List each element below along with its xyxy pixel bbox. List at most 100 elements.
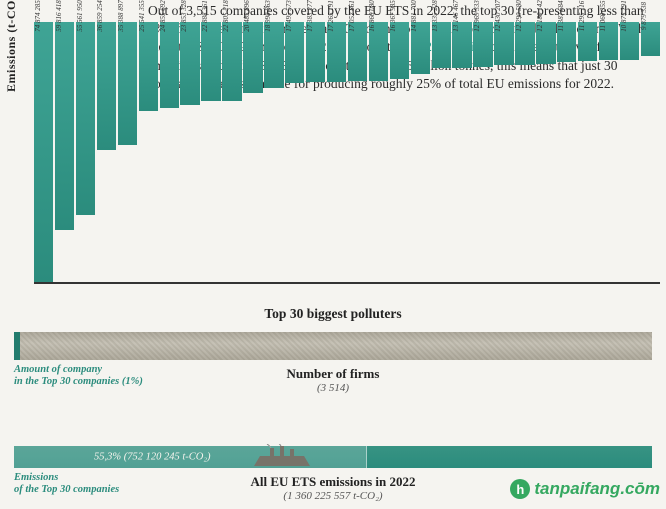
- bar-value: 13 146 467: [452, 0, 460, 32]
- bar-col-6: 24 855 692: [160, 22, 179, 282]
- bar: 35 388 897: [118, 22, 137, 145]
- bar-value: 16 367 985: [389, 0, 397, 32]
- bar: 24 855 692: [160, 22, 179, 108]
- bar-value: 22 805 218: [222, 0, 230, 32]
- bar-col-18: 14 881 700: [411, 22, 430, 282]
- firms-band: [14, 332, 652, 360]
- bar-value: 36 859 254: [96, 0, 104, 32]
- bar-value: 16 860 080: [368, 0, 376, 32]
- bar: 16 367 985: [390, 22, 409, 79]
- bar-value: 10 875 291: [620, 0, 628, 32]
- bar: 17 495 573: [285, 22, 304, 83]
- emissions-pct-label: 55,3% (752 120 245 t-CO₂): [94, 452, 211, 463]
- bar: 22 888 361: [201, 22, 220, 101]
- bar: 12 430 207: [494, 22, 513, 65]
- bar-value: 12 430 207: [494, 0, 502, 32]
- bar-value: 23 853 328: [180, 0, 188, 32]
- bar-col-2: 55 561 950: [76, 22, 95, 282]
- bar-col-26: 11 295 116: [578, 22, 597, 282]
- bar: 11 295 116: [578, 22, 597, 61]
- bar-chart-area: 74 874 28559 816 41855 561 95036 859 254…: [34, 22, 660, 284]
- bar-col-3: 36 859 254: [97, 22, 116, 282]
- bar-col-11: 18 998 863: [264, 22, 283, 282]
- bar: 23 853 328: [180, 22, 199, 105]
- bar: 36 859 254: [97, 22, 116, 150]
- bar-col-20: 13 146 467: [452, 22, 471, 282]
- bar-value: 11 060 355: [599, 1, 607, 32]
- bar-value: 20 485 896: [243, 0, 251, 32]
- bar: 9 879 338: [641, 22, 660, 56]
- bar-col-9: 22 805 218: [222, 22, 241, 282]
- bar-col-27: 11 060 355: [599, 22, 618, 282]
- bar: 25 541 355: [139, 22, 158, 111]
- bar-value: 12 969 333: [473, 0, 481, 32]
- bar-col-23: 12 290 580: [515, 22, 534, 282]
- bar: 12 180 142: [536, 22, 555, 64]
- bar-col-7: 23 853 328: [180, 22, 199, 282]
- top-chart: Emissions (t-CO2) Out of 3,515 companies…: [8, 2, 658, 312]
- bar-value: 13 335 228: [431, 0, 439, 32]
- bar-value: 24 855 692: [159, 0, 167, 32]
- watermark: h tanpaifang.cōm: [510, 479, 660, 499]
- bar-value: 12 290 580: [515, 0, 523, 32]
- bar: 13 335 228: [432, 22, 451, 68]
- bar: 16 860 080: [369, 22, 388, 81]
- bar-col-19: 13 335 228: [432, 22, 451, 282]
- bar: 13 146 467: [452, 22, 471, 68]
- bar-value: 59 816 418: [55, 0, 63, 32]
- bar-col-12: 17 495 573: [285, 22, 304, 282]
- bar-value: 17 265 191: [327, 0, 335, 32]
- bar-col-13: 17 383 277: [306, 22, 325, 282]
- bar-value: 17 052 861: [348, 0, 356, 32]
- firms-band-texture: [14, 332, 652, 360]
- firms-top30-strip: [14, 332, 20, 360]
- bar-col-10: 20 485 896: [243, 22, 262, 282]
- chart-subtitle: Top 30 biggest polluters: [0, 306, 666, 322]
- bar: 20 485 896: [243, 22, 262, 93]
- bar: 18 998 863: [264, 22, 283, 88]
- bar-col-24: 12 180 142: [536, 22, 555, 282]
- bar-value: 22 888 361: [201, 0, 209, 32]
- bar-value: 74 874 285: [34, 0, 42, 32]
- bar-col-21: 12 969 333: [473, 22, 492, 282]
- bar-col-25: 11 387 684: [557, 22, 576, 282]
- bar: 12 290 580: [515, 22, 534, 65]
- bar: 17 383 277: [306, 22, 325, 82]
- bar: 74 874 285: [34, 22, 53, 282]
- firms-center-sub: (3 514): [14, 382, 652, 394]
- firms-center-label: Number of firms (3 514): [14, 366, 652, 394]
- bar: 10 875 291: [620, 22, 639, 60]
- bar: 12 969 333: [473, 22, 492, 67]
- bar: 59 816 418: [55, 22, 74, 230]
- bar-col-22: 12 430 207: [494, 22, 513, 282]
- bar: 11 060 355: [599, 22, 618, 60]
- bar: 55 561 950: [76, 22, 95, 215]
- bar-col-17: 16 367 985: [390, 22, 409, 282]
- watermark-text: tanpaifang.cōm: [534, 479, 660, 499]
- bar-value: 35 388 897: [117, 0, 125, 32]
- bar: 22 805 218: [222, 22, 241, 101]
- bar-col-29: 9 879 338: [641, 22, 660, 282]
- y-axis-label: Emissions (t-CO2): [4, 0, 19, 92]
- bar-col-5: 25 541 355: [139, 22, 158, 282]
- bar: 14 881 700: [411, 22, 430, 74]
- firms-center-head: Number of firms: [14, 366, 652, 382]
- bar-value: 55 561 950: [76, 0, 84, 32]
- bar-value: 25 541 355: [138, 0, 146, 32]
- lower-infographic: Amount of company in the Top 30 companie…: [14, 332, 652, 496]
- bar-col-28: 10 875 291: [620, 22, 639, 282]
- bar: 17 052 861: [348, 22, 367, 81]
- bar-col-15: 17 052 861: [348, 22, 367, 282]
- bar-col-1: 59 816 418: [55, 22, 74, 282]
- bar-value: 12 180 142: [536, 0, 544, 32]
- bar-col-4: 35 388 897: [118, 22, 137, 282]
- bar-col-8: 22 888 361: [201, 22, 220, 282]
- bar: 11 387 684: [557, 22, 576, 62]
- emissions-band: 55,3% (752 120 245 t-CO₂): [14, 446, 652, 468]
- bar-value: 14 881 700: [410, 0, 418, 32]
- bar: 17 265 191: [327, 22, 346, 82]
- bar-col-0: 74 874 285: [34, 22, 53, 282]
- bar-value: 11 295 116: [578, 1, 586, 31]
- bar-col-14: 17 265 191: [327, 22, 346, 282]
- bar-value: 9 879 338: [640, 2, 648, 30]
